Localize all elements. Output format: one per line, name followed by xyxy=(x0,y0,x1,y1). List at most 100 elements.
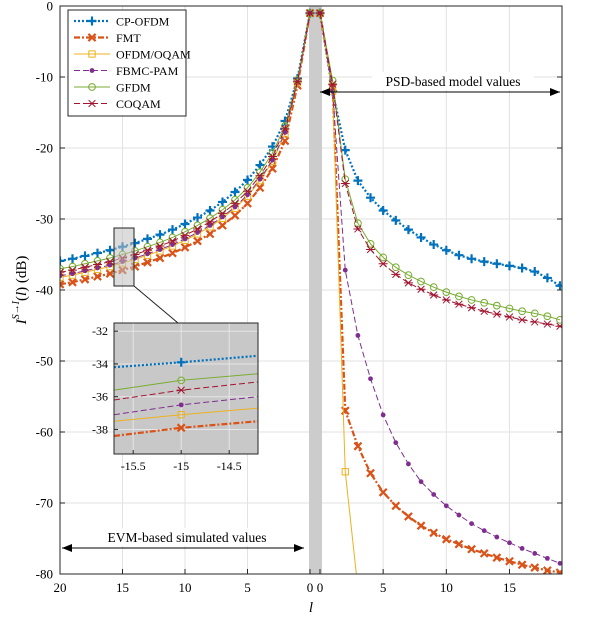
data-point-gfdm xyxy=(480,298,489,307)
data-point-fbmc-pam xyxy=(494,534,500,540)
y-tick-label: -30 xyxy=(36,212,53,227)
data-point-coqam xyxy=(193,225,202,233)
data-point-coqam xyxy=(105,257,115,266)
data-point-coqam xyxy=(416,285,426,294)
data-point-gfdm xyxy=(543,312,552,321)
data-point-cp-ofdm xyxy=(441,245,451,255)
svg-text:IS→I(l) (dB): IS→I(l) (dB) xyxy=(11,256,30,326)
data-point-coqam xyxy=(168,237,177,245)
x-tick-label-left: 20 xyxy=(54,580,67,595)
evm-annotation-bg xyxy=(100,528,275,546)
legend-label: GFDM xyxy=(116,81,151,95)
psd-arrow-left-head xyxy=(320,88,330,96)
data-point-gfdm xyxy=(530,309,539,318)
data-point-cp-ofdm xyxy=(366,193,376,203)
data-point-fbmc-pam xyxy=(245,192,250,198)
evm-arrow-left-head xyxy=(62,544,72,552)
data-point-fbmc-pam xyxy=(519,546,525,551)
data-point-fbmc-pam xyxy=(157,247,163,252)
y-tick-label: -80 xyxy=(36,567,53,582)
data-point-fmt xyxy=(416,521,426,531)
data-point-coqam xyxy=(530,318,540,326)
legend-marker xyxy=(88,50,96,58)
data-point-fbmc-pam xyxy=(170,242,175,247)
data-point-cp-ofdm xyxy=(243,175,252,185)
inset-zoom: -32 -34 -36 -38 -15.5 -15 -14.5 xyxy=(92,227,259,473)
data-point-gfdm xyxy=(354,219,362,228)
data-point-gfdm xyxy=(417,277,425,286)
data-point-coqam xyxy=(180,231,190,240)
data-point-cp-ofdm xyxy=(93,248,102,258)
series-line-cp-ofdm xyxy=(60,12,312,262)
data-point-coqam xyxy=(467,304,477,312)
series-coqam-left xyxy=(60,9,315,276)
series-line-fmt xyxy=(318,12,561,574)
series-coqam-right xyxy=(315,9,562,330)
data-point-fbmc-pam xyxy=(469,521,474,526)
y-tick-label: -50 xyxy=(36,354,53,369)
inset-series-fmt xyxy=(113,420,259,438)
legend-label: FBMC-PAM xyxy=(116,64,179,78)
inset-x-tick-label: -15 xyxy=(173,459,189,473)
data-point-fmt xyxy=(517,560,527,570)
data-point-fbmc-pam xyxy=(220,214,225,220)
legend-marker xyxy=(87,16,97,26)
data-point-coqam xyxy=(454,300,464,308)
y-tick-label: -40 xyxy=(36,283,53,298)
data-point-fmt xyxy=(255,183,265,193)
x-tick-label-left: 10 xyxy=(179,580,192,595)
zoom-connector-line xyxy=(133,285,179,324)
legend-marker xyxy=(87,99,97,108)
data-point-fmt xyxy=(492,553,502,563)
data-point-gfdm xyxy=(429,283,438,292)
x-tick-label-right: 5 xyxy=(380,580,387,595)
data-point-cp-ofdm xyxy=(255,160,265,170)
legend-label: FMT xyxy=(116,31,141,45)
data-point-coqam xyxy=(268,152,277,161)
data-point-fmt xyxy=(205,229,215,239)
data-point-gfdm xyxy=(60,264,64,273)
data-point-fbmc-pam xyxy=(431,492,437,497)
inset-series-line-gfdm xyxy=(113,373,259,391)
series-line-cp-ofdm xyxy=(318,12,561,287)
data-point-gfdm xyxy=(391,263,400,272)
data-point-fbmc-pam xyxy=(195,230,200,235)
data-point-cp-ofdm xyxy=(193,213,202,223)
data-point-cp-ofdm xyxy=(353,176,363,186)
data-point-gfdm xyxy=(379,253,388,262)
data-point-cp-ofdm xyxy=(60,256,65,266)
inset-y-tick-label: -32 xyxy=(92,324,108,338)
data-point-cp-ofdm xyxy=(403,225,413,235)
data-point-fmt xyxy=(530,563,540,572)
psd-annotation-bg xyxy=(372,72,534,90)
data-point-fmt xyxy=(243,199,252,208)
series-line-coqam xyxy=(319,13,561,327)
data-point-cp-ofdm xyxy=(168,225,177,235)
inset-series-gfdm xyxy=(113,373,259,391)
legend-label: OFDM/OQAM xyxy=(116,48,191,62)
data-point-fbmc-pam xyxy=(282,129,288,135)
series-line-fmt xyxy=(60,12,312,286)
data-point-gfdm xyxy=(518,307,526,316)
data-point-fbmc-pam xyxy=(107,262,113,268)
series-line-gfdm xyxy=(60,13,311,270)
series-line-ofdm-oqam xyxy=(319,13,357,574)
data-point-coqam xyxy=(315,9,325,17)
data-point-coqam xyxy=(143,246,152,254)
data-point-cp-ofdm xyxy=(378,205,388,215)
data-point-coqam xyxy=(492,310,502,318)
data-point-fbmc-pam xyxy=(355,333,361,338)
data-point-fmt xyxy=(404,512,413,521)
inset-data-point-fbmc-pam xyxy=(178,402,184,408)
data-point-cp-ofdm xyxy=(230,187,240,197)
y-axis-label: IS→I(l) (dB) xyxy=(11,256,30,326)
data-point-fbmc-pam xyxy=(393,440,399,446)
data-point-fbmc-pam xyxy=(70,271,75,277)
x-tick-label-left: 0 xyxy=(307,580,314,595)
legend-box xyxy=(67,9,187,117)
data-point-coqam xyxy=(441,296,451,304)
data-point-fmt xyxy=(429,528,439,538)
inset-x-tick-label: -15.5 xyxy=(121,459,146,473)
legend-item-ofdm-oqam: OFDM/OQAM xyxy=(74,48,191,62)
